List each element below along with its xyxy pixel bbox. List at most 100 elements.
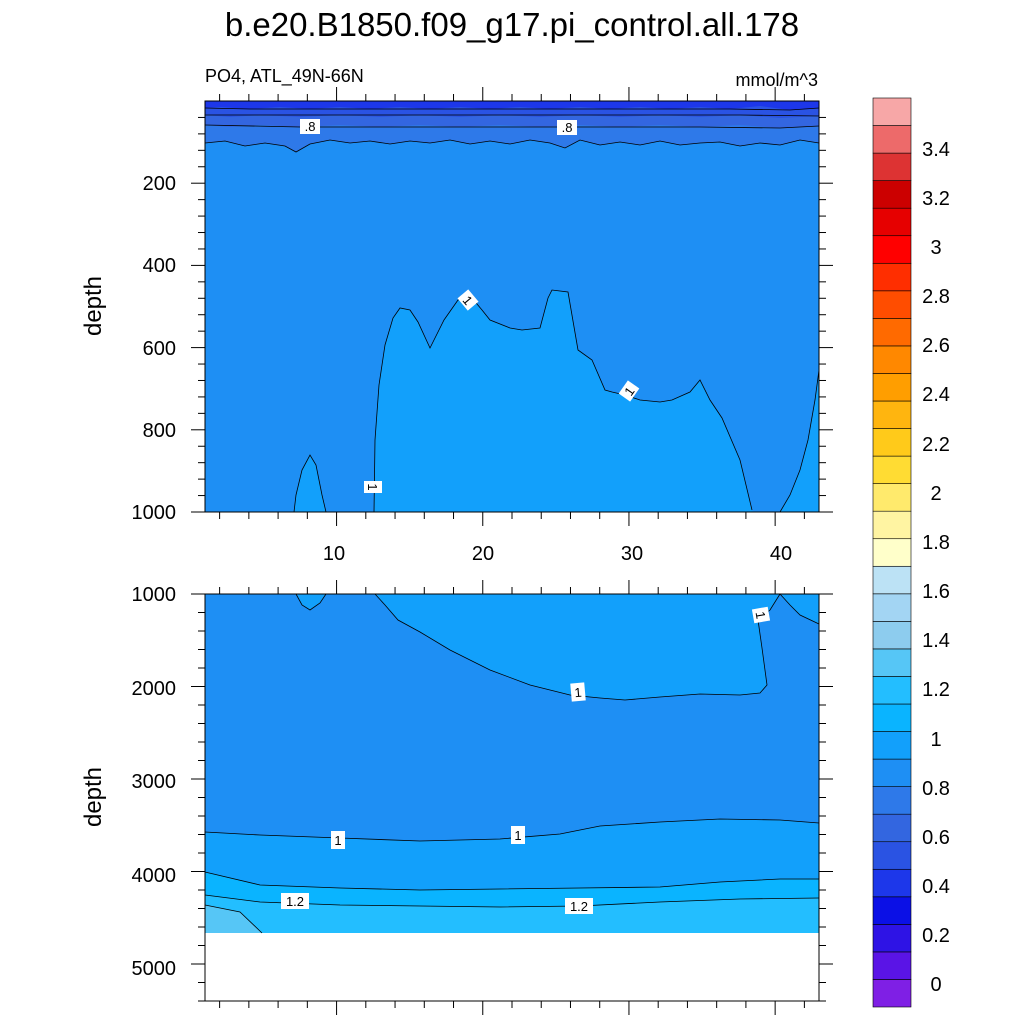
colorbar-box [872, 896, 912, 925]
lower-fill-1-0-tr [780, 594, 819, 624]
contour-label: 1 [574, 685, 583, 701]
contour-label-box [618, 380, 640, 402]
colorbar-box [872, 841, 912, 870]
upper-xtick-label: 10 [323, 543, 345, 565]
contour-label: .8 [305, 119, 316, 134]
colorbar-box [872, 345, 912, 374]
lower-fill-1-0-mid [375, 594, 780, 700]
lower-contour-line [204, 871, 819, 891]
lower-fill-1-2 [205, 895, 819, 933]
lower-ytick-label: 3000 [132, 771, 177, 793]
contour-label: 1.2 [286, 894, 304, 909]
colorbar-label: 3 [930, 237, 941, 259]
upper-xtick-label: 40 [770, 543, 792, 565]
contour-label: 1 [514, 828, 521, 843]
colorbar-box [872, 676, 912, 705]
colorbar-label: 2 [930, 483, 941, 505]
colorbar-box [872, 180, 912, 209]
colorbar-label: 2.4 [922, 384, 950, 406]
contour-label: 1 [752, 610, 768, 620]
upper-contour-lines [204, 107, 820, 513]
colorbar-label: 1.8 [922, 532, 950, 554]
contour-label-box [511, 826, 525, 844]
lower-ylabel: depth [80, 767, 107, 827]
colorbar-label: 2.2 [922, 434, 950, 456]
lower-fill-1-3 [205, 905, 262, 933]
contour-label-box [557, 120, 577, 135]
colorbar-box [872, 813, 912, 843]
colorbar-label: 0.2 [922, 925, 950, 947]
contour-label-box [331, 831, 345, 849]
colorbar-box [872, 924, 912, 953]
lower-ytick-label: 5000 [132, 958, 177, 980]
upper-fill-1-0 [374, 290, 753, 512]
upper-fill-0-5 [205, 101, 819, 110]
colorbar-box [872, 565, 912, 595]
colorbar-labels: 0 0.2 0.4 0.6 0.8 1 1.2 1.4 1.6 1.8 2 2.… [922, 139, 950, 996]
colorbar-box [872, 262, 912, 292]
colorbar-label: 0.8 [922, 778, 950, 800]
upper-tick-marks [191, 87, 833, 526]
upper-xtick-label: 30 [621, 543, 643, 565]
lower-ytick-label: 2000 [132, 678, 177, 700]
lower-contour-line [295, 593, 327, 611]
lower-fill-1-0-tl [296, 594, 326, 610]
colorbar-label: 0 [930, 974, 941, 996]
upper-ytick-label: 1000 [132, 502, 177, 524]
colorbar-box [872, 979, 912, 1008]
colorbar-label: 0.6 [922, 827, 950, 849]
upper-contour-line [204, 139, 820, 153]
colorbar-box [872, 455, 912, 484]
colorbar-box [872, 703, 912, 732]
colorbar-label: 1 [930, 729, 941, 751]
colorbar-box [872, 510, 912, 540]
colorbar-box [872, 538, 912, 567]
colorbar-box [872, 786, 912, 815]
units-label: mmol/m^3 [736, 70, 818, 90]
colorbar-box [872, 483, 912, 512]
upper-ytick-label: 600 [143, 338, 176, 360]
colorbar-box [872, 318, 912, 347]
colorbar-box [872, 97, 912, 126]
upper-fill-1-0c [294, 455, 326, 512]
contour-label: .8 [562, 120, 573, 135]
colorbar-label: 1.2 [922, 679, 950, 701]
upper-contour-line [373, 289, 753, 513]
colorbar-box [872, 152, 912, 181]
lower-ytick-label: 1000 [132, 584, 177, 606]
chart-title: b.e20.B1850.f09_g17.pi_control.all.178 [225, 6, 799, 43]
lower-contour-line [204, 904, 263, 934]
upper-ytick-label: 400 [143, 255, 176, 277]
colorbar-label: 3.4 [922, 139, 950, 161]
lower-panel: 1 1 1 1 1.2 1.2 1000 2000 3000 4000 5000… [80, 580, 833, 1015]
contour-label: 1 [334, 833, 341, 848]
colorbar-label: 1.4 [922, 630, 950, 652]
colorbar-box [872, 731, 912, 760]
colorbar-box [872, 290, 912, 319]
upper-ytick-label: 800 [143, 420, 176, 442]
contour-label-box [364, 481, 382, 493]
contour-label: 1.2 [570, 899, 588, 914]
colorbar-box [872, 373, 912, 402]
colorbar-label: 3.2 [922, 188, 950, 210]
contour-label-box [300, 119, 320, 134]
upper-xtick-label: 20 [472, 543, 494, 565]
colorbar-label: 2.6 [922, 335, 950, 357]
colorbar-box [872, 951, 912, 980]
upper-contour-line [779, 369, 820, 513]
colorbar-box [872, 400, 912, 429]
colorbar-box [872, 207, 912, 237]
lower-contour-lines [204, 593, 820, 934]
contour-label-box [570, 682, 586, 702]
colorbar-box [872, 125, 912, 154]
upper-ylabel: depth [80, 276, 107, 336]
lower-contour-labels: 1 1 1 1 1.2 1.2 [281, 606, 771, 914]
colorbar-box [872, 868, 912, 898]
lower-contour-line [779, 593, 820, 625]
colorbar-box [872, 235, 912, 264]
colorbar-box [872, 593, 912, 622]
colorbar-label: 1.6 [922, 581, 950, 603]
lower-contour-line [204, 818, 820, 842]
upper-contour-labels: .8 .8 1 1 1 [300, 119, 640, 493]
